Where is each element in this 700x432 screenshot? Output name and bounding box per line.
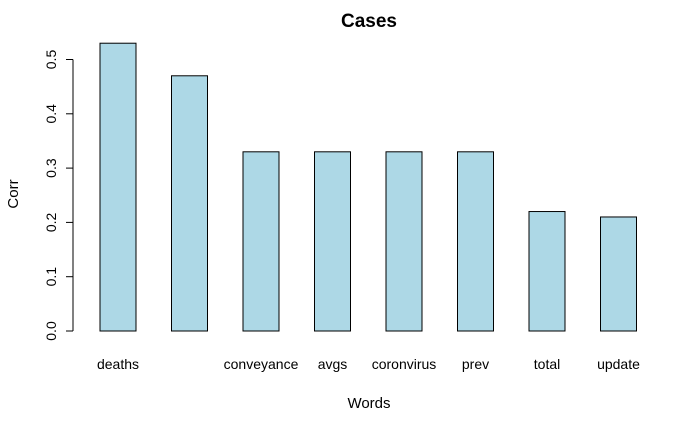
y-axis-label: Corr bbox=[5, 179, 22, 208]
bar-prev bbox=[457, 151, 494, 332]
bar-deaths bbox=[99, 42, 137, 332]
bar-conveyance bbox=[242, 151, 280, 332]
category-label: conveyance bbox=[224, 356, 299, 372]
y-tick-label: 0.2 bbox=[43, 212, 59, 232]
y-tick-label: 0.4 bbox=[43, 104, 59, 124]
category-label: deaths bbox=[97, 356, 139, 372]
bar-avgs bbox=[314, 151, 351, 332]
bar-update bbox=[600, 216, 637, 332]
y-tick-label: 0.3 bbox=[43, 158, 59, 178]
y-tick-label: 0.5 bbox=[43, 50, 59, 70]
x-axis-label: Words bbox=[347, 395, 390, 412]
category-label: coronvirus bbox=[372, 356, 437, 372]
y-axis: 0.0 0.1 0.2 0.3 0.4 0.5 bbox=[43, 50, 74, 341]
category-labels: deaths conveyance avgs coronvirus prev total u… bbox=[97, 356, 640, 372]
category-label: prev bbox=[462, 356, 489, 372]
y-tick-label: 0.1 bbox=[43, 267, 59, 287]
category-label: total bbox=[534, 356, 560, 372]
category-label: avgs bbox=[318, 356, 348, 372]
bar-coronvirus bbox=[385, 151, 423, 332]
y-tick-label: 0.0 bbox=[43, 321, 59, 341]
category-label: update bbox=[597, 356, 640, 372]
bars-group bbox=[99, 42, 637, 332]
bar-total bbox=[528, 211, 566, 332]
bar-item-2 bbox=[171, 75, 208, 332]
chart-title: Cases bbox=[341, 11, 397, 32]
